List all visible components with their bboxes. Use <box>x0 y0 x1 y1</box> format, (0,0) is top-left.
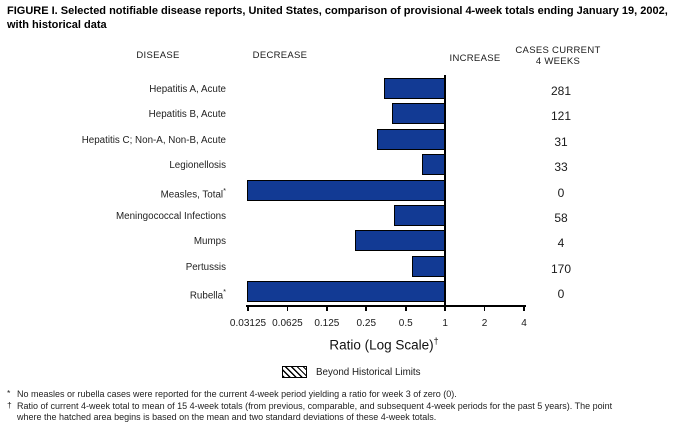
cases-value: 170 <box>550 261 572 276</box>
axis-tick <box>483 306 486 311</box>
ratio-bar <box>376 128 445 150</box>
ratio-bar <box>412 255 445 277</box>
footnote-symbol: † <box>7 399 12 410</box>
column-header-cases-line2: 4 WEEKS <box>535 56 581 67</box>
footnote-line: No measles or rubella cases were reporte… <box>17 389 457 399</box>
footnote-line: where the hatched area begins is based o… <box>17 412 437 423</box>
axis-tick <box>326 306 328 311</box>
ratio-bar <box>355 230 445 252</box>
ratio-bar <box>246 179 445 201</box>
disease-label: Legionellosis <box>36 160 226 171</box>
footnote-text: Ratio of current 4-week total to mean of… <box>17 401 685 424</box>
disease-label: Rubella* <box>36 287 226 301</box>
footnote-symbol: * <box>7 388 11 398</box>
ratio-bar <box>383 78 445 99</box>
disease-label: Pertussis <box>36 262 226 273</box>
ratio-bar <box>391 103 445 125</box>
disease-label-text: Mumps <box>193 236 226 248</box>
disease-label: Meningococcal Infections <box>36 211 226 222</box>
ratio-bar <box>394 205 445 226</box>
footnotes: * No measles or rubella cases were report… <box>7 388 685 424</box>
footnote-marker: * <box>223 287 226 297</box>
axis-tick <box>523 306 525 311</box>
cases-value: 58 <box>554 211 568 225</box>
disease-label: Hepatitis C; Non-A, Non-B, Acute <box>36 135 226 146</box>
cases-value: 0 <box>557 185 565 200</box>
column-header-cases: CASES CURRENT 4 WEEKS <box>498 45 618 67</box>
disease-label: Mumps <box>36 236 226 247</box>
footnote: † Ratio of current 4-week total to mean o… <box>7 399 685 424</box>
ratio-bar <box>246 281 445 303</box>
x-axis-line <box>246 305 526 307</box>
footnote-text: No measles or rubella cases were reporte… <box>17 389 685 401</box>
x-axis-title-text: Ratio (Log Scale) <box>329 337 434 353</box>
legend-label: Beyond Historical Limits <box>316 366 421 378</box>
disease-label: Hepatitis B, Acute <box>36 109 226 120</box>
cases-value: 281 <box>550 84 572 98</box>
axis-tick <box>444 306 446 311</box>
legend: Beyond Historical Limits <box>282 366 421 378</box>
axis-tick <box>404 306 407 311</box>
axis-tick-label: 0.0625 <box>272 317 303 329</box>
disease-label-text: Hepatitis C; Non-A, Non-B, Acute <box>81 134 226 146</box>
axis-tick-label: 0.125 <box>314 317 340 329</box>
column-header-increase: INCREASE <box>449 53 501 64</box>
disease-label-text: Legionellosis <box>169 160 226 172</box>
axis-tick <box>365 306 368 311</box>
axis-tick-label: 0.5 <box>398 317 413 329</box>
ratio-bar <box>422 154 445 176</box>
disease-label-text: Pertussis <box>185 261 226 273</box>
baseline-ratio-1-line <box>444 75 446 306</box>
disease-label-text: Rubella <box>189 290 224 302</box>
disease-label-text: Hepatitis B, Acute <box>148 109 226 121</box>
column-header-cases-line1: CASES CURRENT <box>515 45 601 56</box>
cases-value: 4 <box>557 236 565 251</box>
disease-label-text: Hepatitis A, Acute <box>149 84 226 95</box>
axis-tick-label: 4 <box>521 317 527 329</box>
column-header-disease: DISEASE <box>136 50 180 61</box>
cases-value: 0 <box>557 287 565 302</box>
hatched-swatch-icon <box>282 366 307 378</box>
axis-tick-label: 2 <box>481 317 488 329</box>
axis-tick <box>247 306 249 311</box>
axis-tick <box>286 306 289 311</box>
axis-tick-label: 0.25 <box>356 317 377 329</box>
disease-label: Hepatitis A, Acute <box>36 84 226 95</box>
footnote-line: Ratio of current 4-week total to mean of… <box>17 400 613 411</box>
axis-tick-label: 1 <box>442 317 448 329</box>
disease-label-text: Meningococcal Infections <box>115 211 226 222</box>
disease-label-text: Measles, Total <box>160 188 224 200</box>
figure-title: FIGURE I. Selected notifiable disease re… <box>7 5 668 31</box>
dagger-marker: † <box>433 336 439 346</box>
footnote-marker: * <box>223 185 226 195</box>
x-axis-title: Ratio (Log Scale)† <box>281 336 487 353</box>
cases-value: 121 <box>550 109 572 124</box>
footnote: * No measles or rubella cases were report… <box>7 388 685 401</box>
cases-value: 33 <box>554 160 568 175</box>
column-header-decrease: DECREASE <box>252 50 308 61</box>
cases-value: 31 <box>554 134 568 149</box>
axis-tick-label: 0.03125 <box>229 317 267 329</box>
disease-label: Measles, Total* <box>36 186 226 200</box>
